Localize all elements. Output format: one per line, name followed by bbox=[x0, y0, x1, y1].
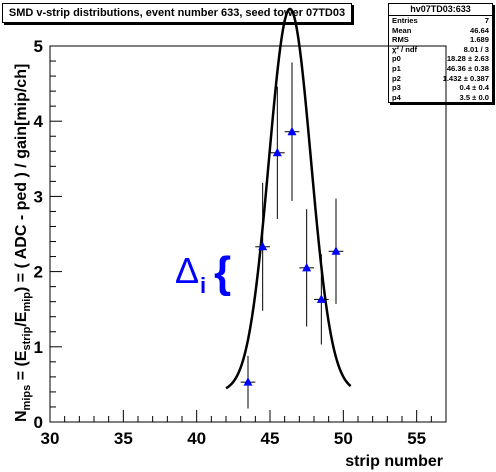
stats-row: p1 46.36 ± 0.38 bbox=[389, 64, 492, 74]
stats-value: 7 bbox=[484, 16, 489, 25]
fit-curve bbox=[225, 7, 352, 390]
stats-value: 1.432 ± 0.387 bbox=[442, 73, 489, 83]
delta-symbol: Δ bbox=[175, 250, 199, 291]
stats-label: Entries bbox=[392, 16, 418, 25]
stats-title: hv07TD03:633 bbox=[389, 4, 492, 16]
stats-label: p3 bbox=[392, 83, 401, 93]
delta-annotation: Δ i { bbox=[175, 248, 231, 298]
ylabel-strip-sub: strip bbox=[21, 326, 33, 350]
stats-value: 46.64 bbox=[469, 25, 489, 35]
ylabel-eq1: = (E bbox=[13, 350, 30, 385]
ylabel-n-sub: mips bbox=[21, 385, 33, 411]
x-tick-label: 50 bbox=[334, 429, 353, 448]
data-point bbox=[287, 126, 297, 136]
y-tick-label: 1 bbox=[34, 338, 43, 357]
data-point bbox=[243, 377, 253, 386]
data-point bbox=[302, 262, 312, 272]
fit-layer bbox=[225, 7, 352, 390]
ylabel-slash: /E bbox=[13, 311, 30, 326]
stats-label: p0 bbox=[392, 54, 401, 64]
stats-label: p2 bbox=[392, 73, 401, 83]
y-tick-label: 2 bbox=[34, 263, 43, 282]
points-layer bbox=[240, 62, 344, 409]
stats-value: 8.01 / 3 bbox=[463, 44, 489, 54]
stats-value: 3.5 ± 0.0 bbox=[459, 92, 490, 102]
y-tick-label: 5 bbox=[34, 37, 43, 56]
x-tick-label: 35 bbox=[114, 429, 133, 448]
ylabel-n: N bbox=[13, 410, 30, 422]
y-tick-label: 4 bbox=[34, 112, 44, 131]
stats-label: p4 bbox=[392, 92, 401, 102]
data-point bbox=[258, 241, 268, 251]
data-point bbox=[272, 147, 282, 157]
x-tick-label: 30 bbox=[41, 429, 60, 448]
stats-row: χ² / ndf 8.01 / 3 bbox=[389, 45, 492, 55]
stats-label: RMS bbox=[392, 35, 409, 45]
chart-title: SMD v-strip distributions, event number … bbox=[2, 3, 352, 23]
data-point bbox=[316, 294, 326, 303]
stats-label: Mean bbox=[392, 25, 412, 35]
stats-value: 46.36 ± 0.38 bbox=[446, 63, 489, 73]
stats-row: Mean 46.64 bbox=[389, 26, 492, 36]
stats-row: p4 3.5 ± 0.0 bbox=[389, 93, 492, 103]
data-point bbox=[331, 246, 341, 255]
x-tick-label: 40 bbox=[187, 429, 206, 448]
stats-row: RMS 1.689 bbox=[389, 35, 492, 45]
x-axis-label: strip number bbox=[345, 453, 443, 470]
stats-row: p3 0.4 ± 0.4 bbox=[389, 83, 492, 93]
stats-row: Entries 7 bbox=[389, 16, 492, 26]
axis-ticks bbox=[49, 45, 447, 423]
stats-value: 18.28 ± 2.63 bbox=[446, 54, 489, 64]
x-tick-label: 45 bbox=[261, 429, 280, 448]
stats-row: p2 1.432 ± 0.387 bbox=[389, 74, 492, 84]
ylabel-rest: ) = ( ADC - ped ) / gain[mip/ch] bbox=[13, 64, 30, 292]
plot-frame bbox=[49, 45, 447, 423]
ylabel-mip-sub: mip bbox=[21, 292, 33, 312]
stats-value: 1.689 bbox=[469, 35, 489, 45]
stats-label: p1 bbox=[392, 63, 401, 73]
stats-row: p0 18.28 ± 2.63 bbox=[389, 54, 492, 64]
stats-box: hv07TD03:633 Entries 7 Mean 46.64 RMS 1.689 χ²… bbox=[388, 3, 493, 104]
y-tick-label: 3 bbox=[34, 187, 43, 206]
stats-value: 0.4 ± 0.4 bbox=[459, 83, 490, 93]
y-tick-label: 0 bbox=[34, 413, 43, 432]
y-axis-label: Nmips = (Estrip/Emip) = ( ADC - ped ) / … bbox=[13, 64, 33, 422]
delta-subscript: i bbox=[200, 273, 206, 298]
stats-label: χ² / ndf bbox=[392, 44, 418, 54]
delta-brace: { bbox=[214, 248, 231, 297]
stats-rows: Entries 7 Mean 46.64 RMS 1.689 χ² / ndf 8.01 / … bbox=[389, 16, 492, 102]
x-tick-label: 55 bbox=[407, 429, 426, 448]
